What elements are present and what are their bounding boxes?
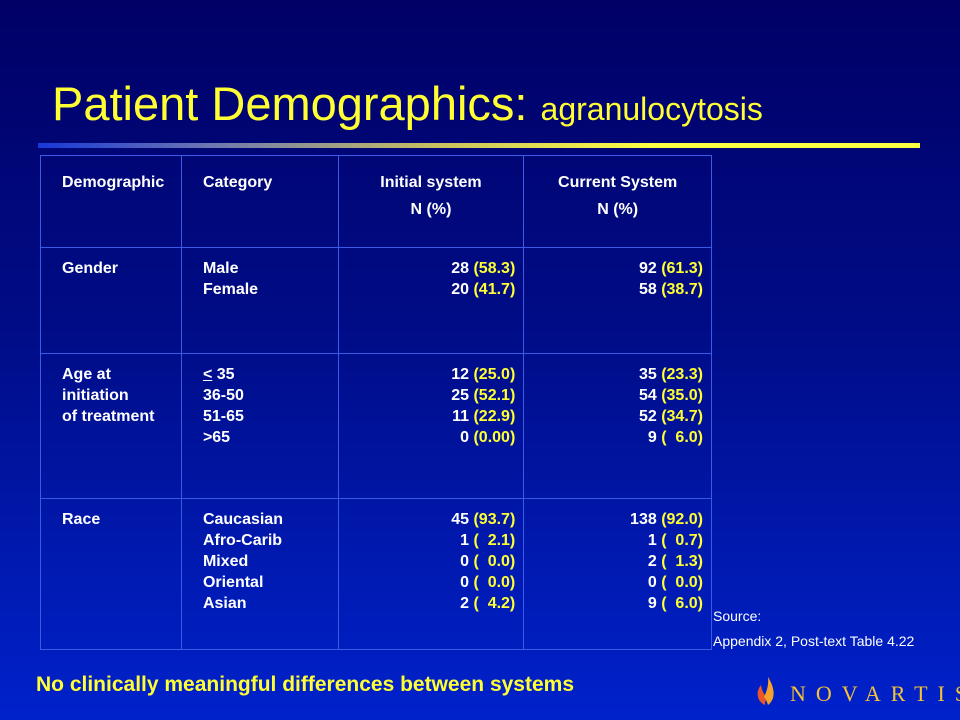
header-row: Demographic Category Initial system N (%)… [40, 155, 712, 248]
cell-demographic: Race [40, 498, 182, 650]
source-note: Source: Appendix 2, Post-text Table 4.22 [713, 604, 914, 654]
header-category: Category [180, 155, 339, 248]
slide-title: Patient Demographics: agranulocytosis [52, 76, 763, 131]
title-rule [38, 143, 920, 148]
cell-current-system: 92 (61.3) 58 (38.7) [523, 247, 712, 354]
header-demographic: Demographic [40, 155, 182, 248]
conclusion-text: No clinically meaningful differences bet… [36, 673, 575, 696]
title-sub: agranulocytosis [540, 91, 763, 127]
less-or-equal-sign: < [202, 366, 213, 383]
header-current-system: Current System N (%) [523, 155, 712, 248]
logo-wordmark: NOVARTIS [790, 681, 960, 706]
cell-category: Male Female [180, 247, 339, 354]
table-row-gender: Gender Male Female 28 (58.3) 20 (41.7) 9… [40, 247, 712, 354]
source-reference: Appendix 2, Post-text Table 4.22 [713, 633, 915, 649]
source-label: Source: [713, 608, 762, 624]
cell-initial-system: 28 (58.3) 20 (41.7) [337, 247, 525, 354]
cell-demographic: Age at initiation of treatment [40, 353, 182, 499]
cell-current-system: 138 (92.0) 1 ( 0.7) 2 ( 1.3) 0 ( 0.0) 9 … [523, 498, 712, 650]
flame-icon [757, 677, 774, 705]
table-row-race: Race Caucasian Afro-Carib Mixed Oriental… [40, 498, 712, 650]
cell-current-system: 35 (23.3) 54 (35.0) 52 (34.7) 9 ( 6.0) [523, 353, 712, 499]
title-main: Patient Demographics: [52, 77, 528, 130]
cell-category: < 35 36-50 51-65 >65 [180, 353, 339, 499]
table-row-age: Age at initiation of treatment < 35 36-5… [40, 353, 712, 499]
cell-category: Caucasian Afro-Carib Mixed Oriental Asia… [180, 498, 339, 650]
demographics-table: Demographic Category Initial system N (%)… [40, 155, 712, 650]
cell-demographic: Gender [40, 247, 182, 354]
cell-initial-system: 12 (25.0) 25 (52.1) 11 (22.9) 0 (0.00) [337, 353, 525, 499]
cell-initial-system: 45 (93.7) 1 ( 2.1) 0 ( 0.0) 0 ( 0.0) 2 (… [337, 498, 525, 650]
header-initial-system: Initial system N (%) [337, 155, 525, 248]
